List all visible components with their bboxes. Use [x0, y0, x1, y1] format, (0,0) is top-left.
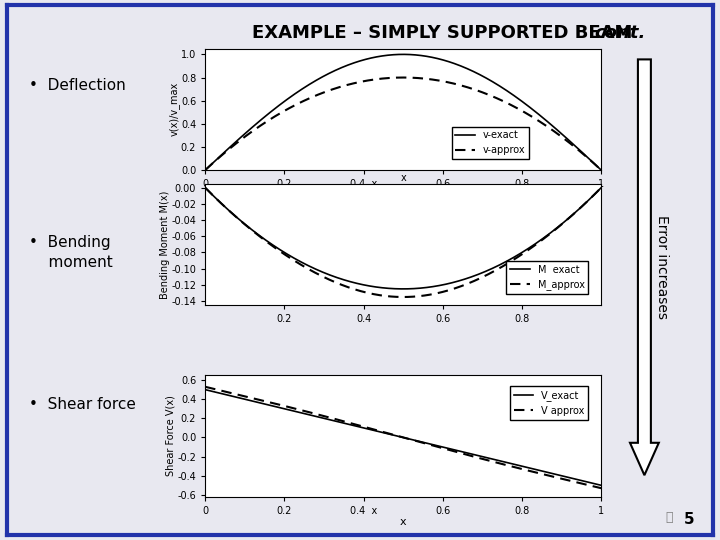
- v-approx: [437, 78, 446, 84]
- M_approx: [398, 294, 407, 300]
- V_exact: [436, 443, 445, 450]
- Text: •  Bending
    moment: • Bending moment: [29, 235, 112, 269]
- v-exact: [588, 159, 597, 165]
- M  exact: [392, 286, 400, 292]
- v-exact: [437, 56, 446, 63]
- v-approx: [416, 75, 425, 82]
- Text: Error increases: Error increases: [655, 215, 670, 319]
- M_approx: [597, 184, 606, 191]
- v-exact: [416, 52, 425, 59]
- Text: •  Deflection: • Deflection: [29, 78, 125, 93]
- v-exact: [201, 167, 210, 173]
- Line: v-approx: v-approx: [205, 78, 601, 170]
- V approx: [415, 438, 424, 445]
- v-exact: [392, 51, 400, 58]
- M_approx: [389, 293, 397, 300]
- Title: x: x: [400, 173, 406, 183]
- M  exact: [416, 285, 425, 292]
- V_exact: [526, 465, 534, 471]
- M_approx: [526, 245, 535, 252]
- v-approx: [392, 75, 400, 81]
- M_approx: [588, 193, 597, 200]
- Line: M  exact: M exact: [205, 187, 601, 289]
- M  exact: [437, 282, 446, 288]
- V_exact: [588, 480, 596, 486]
- v-exact: [526, 105, 535, 111]
- M  exact: [597, 184, 606, 191]
- V_exact: [201, 387, 210, 393]
- v-exact: [398, 51, 407, 58]
- Line: v-exact: v-exact: [205, 55, 601, 170]
- v-approx: [201, 167, 210, 173]
- Line: V approx: V approx: [205, 387, 601, 488]
- v-exact: [597, 167, 606, 173]
- v-approx: [597, 167, 606, 173]
- X-axis label: x: x: [400, 517, 407, 527]
- V approx: [436, 444, 445, 451]
- Y-axis label: Shear Force V(x): Shear Force V(x): [166, 396, 176, 476]
- V_exact: [415, 438, 424, 444]
- Legend: v-exact, v-approx: v-exact, v-approx: [451, 126, 529, 159]
- M_approx: [437, 289, 446, 295]
- M  exact: [389, 286, 397, 292]
- M_approx: [392, 294, 400, 300]
- V approx: [392, 432, 400, 438]
- Line: V_exact: V_exact: [205, 390, 601, 485]
- Text: 5: 5: [684, 511, 695, 526]
- V approx: [389, 431, 397, 438]
- v-exact: [389, 51, 397, 58]
- V approx: [201, 383, 210, 390]
- M  exact: [526, 244, 535, 250]
- V approx: [526, 468, 534, 474]
- v-approx: [526, 113, 535, 119]
- v-approx: [588, 159, 597, 165]
- Line: M_approx: M_approx: [205, 187, 601, 297]
- V approx: [588, 483, 596, 489]
- Text: •  Shear force: • Shear force: [29, 397, 135, 412]
- V_exact: [597, 482, 606, 489]
- M  exact: [588, 193, 597, 200]
- Text: EXAMPLE – SIMPLY SUPPORTED BEAM: EXAMPLE – SIMPLY SUPPORTED BEAM: [252, 24, 639, 42]
- V_exact: [389, 432, 397, 438]
- Text: cont.: cont.: [595, 24, 646, 42]
- M  exact: [201, 184, 210, 191]
- V approx: [597, 485, 606, 491]
- v-approx: [389, 75, 397, 81]
- Legend: V_exact, V approx: V_exact, V approx: [510, 386, 588, 420]
- Legend: M  exact, M_approx: M exact, M_approx: [506, 261, 588, 294]
- V_exact: [392, 433, 400, 439]
- v-approx: [400, 75, 408, 81]
- M_approx: [416, 293, 425, 299]
- Text: 🔈: 🔈: [666, 511, 673, 524]
- X-axis label: x: x: [400, 191, 407, 200]
- M  exact: [398, 286, 407, 292]
- Y-axis label: Bending Moment M(x): Bending Moment M(x): [160, 190, 170, 299]
- M_approx: [201, 184, 210, 191]
- Y-axis label: v(x)/v_max: v(x)/v_max: [168, 82, 179, 137]
